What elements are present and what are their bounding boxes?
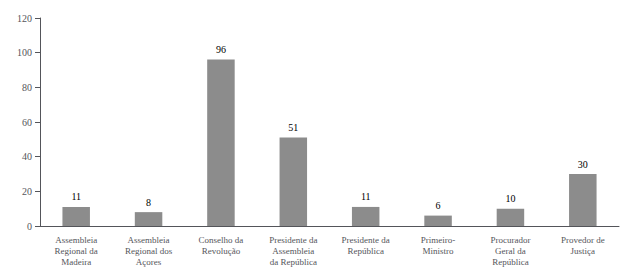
- svg-text:Primeiro-: Primeiro-: [421, 235, 456, 245]
- svg-text:60: 60: [22, 117, 32, 128]
- svg-text:Assembleia: Assembleia: [272, 246, 314, 256]
- svg-text:República: República: [492, 257, 529, 267]
- svg-text:8: 8: [146, 197, 151, 208]
- svg-text:96: 96: [216, 44, 226, 55]
- svg-text:Ministro: Ministro: [423, 246, 455, 256]
- svg-text:20: 20: [22, 186, 32, 197]
- svg-text:51: 51: [288, 122, 298, 133]
- svg-text:11: 11: [361, 191, 371, 202]
- svg-text:da República: da República: [270, 257, 317, 267]
- svg-text:Madeira: Madeira: [61, 257, 91, 267]
- svg-text:Presidente da: Presidente da: [269, 235, 317, 245]
- svg-text:Presidente da: Presidente da: [342, 235, 390, 245]
- svg-text:Justiça: Justiça: [571, 246, 596, 256]
- svg-text:100: 100: [17, 47, 32, 58]
- svg-text:10: 10: [505, 193, 515, 204]
- svg-text:6: 6: [436, 200, 441, 211]
- svg-text:Regional dos: Regional dos: [125, 246, 173, 256]
- svg-text:Assembleia: Assembleia: [55, 235, 97, 245]
- svg-text:11: 11: [71, 191, 81, 202]
- svg-text:Provedor de: Provedor de: [561, 235, 605, 245]
- svg-text:30: 30: [578, 159, 588, 170]
- svg-text:República: República: [347, 246, 384, 256]
- svg-text:Procurador: Procurador: [490, 235, 530, 245]
- svg-text:Conselho da: Conselho da: [199, 235, 244, 245]
- svg-text:Revolução: Revolução: [202, 246, 241, 256]
- svg-text:0: 0: [27, 221, 32, 232]
- svg-text:40: 40: [22, 151, 32, 162]
- svg-text:Açores: Açores: [136, 257, 162, 267]
- svg-text:80: 80: [22, 82, 32, 93]
- svg-text:Assembleia: Assembleia: [128, 235, 170, 245]
- svg-text:Regional da: Regional da: [55, 246, 98, 256]
- svg-text:120: 120: [17, 13, 32, 24]
- svg-text:Geral da: Geral da: [495, 246, 526, 256]
